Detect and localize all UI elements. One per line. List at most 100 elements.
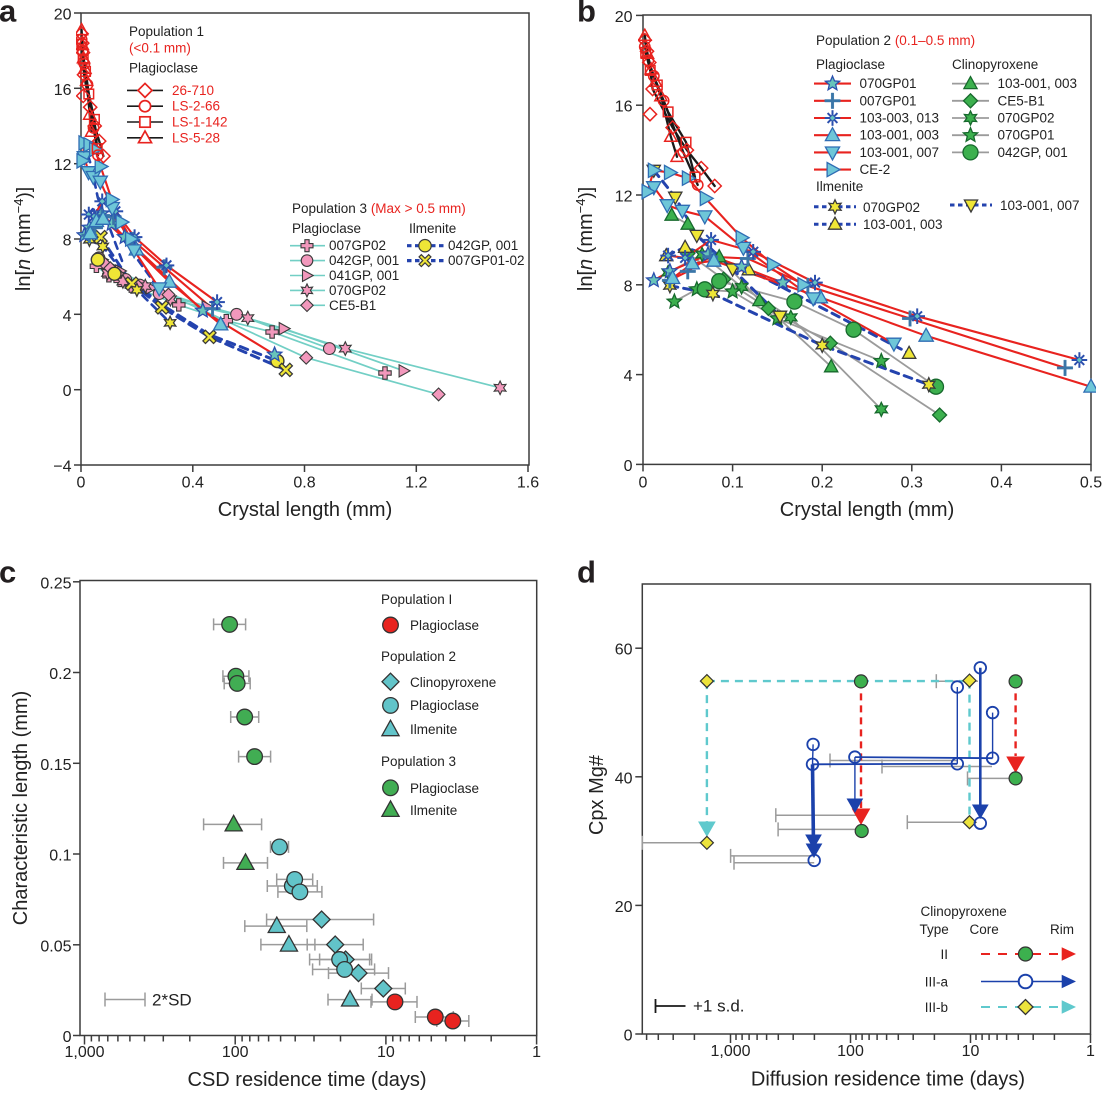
svg-text:LS-5-28: LS-5-28 (172, 130, 220, 145)
svg-text:LS-2-66: LS-2-66 (172, 99, 220, 114)
svg-text:10: 10 (377, 1044, 395, 1061)
svg-text:Ilmenite: Ilmenite (410, 722, 457, 737)
svg-text:c: c (0, 555, 16, 590)
svg-text:60: 60 (615, 642, 633, 659)
svg-text:Clinopyroxene: Clinopyroxene (410, 675, 496, 690)
svg-text:007GP01: 007GP01 (860, 93, 917, 108)
svg-text:0.05: 0.05 (40, 938, 71, 955)
svg-text:0.1: 0.1 (49, 848, 71, 865)
svg-text:103-001, 003: 103-001, 003 (863, 217, 943, 232)
svg-text:26-710: 26-710 (172, 83, 214, 98)
svg-text:Plagioclase: Plagioclase (816, 57, 885, 72)
svg-text:8: 8 (624, 278, 633, 295)
svg-text:a: a (0, 0, 17, 29)
svg-text:4: 4 (624, 368, 633, 385)
svg-text:CE5-B1: CE5-B1 (998, 93, 1045, 108)
svg-text:Population I: Population I (381, 592, 452, 607)
svg-text:12: 12 (615, 189, 633, 206)
svg-text:070GP02: 070GP02 (998, 111, 1055, 126)
svg-text:−4: −4 (53, 459, 71, 476)
svg-text:Cpx Mg#: Cpx Mg# (586, 754, 608, 835)
svg-text:Population 3: Population 3 (381, 754, 456, 769)
svg-text:042GP, 001: 042GP, 001 (448, 238, 518, 253)
svg-text:1.2: 1.2 (405, 475, 427, 492)
svg-text:Plagioclase: Plagioclase (410, 618, 479, 633)
svg-text:0: 0 (639, 475, 648, 492)
svg-text:Clinopyroxene: Clinopyroxene (952, 57, 1038, 72)
svg-text:0.15: 0.15 (40, 757, 71, 774)
svg-text:0.5: 0.5 (1080, 475, 1102, 492)
svg-text:0.4: 0.4 (990, 475, 1012, 492)
svg-text:103-003, 013: 103-003, 013 (860, 111, 940, 126)
svg-text:Plagioclase: Plagioclase (410, 698, 479, 713)
svg-text:III-b: III-b (925, 1000, 948, 1015)
svg-text:Plagioclase: Plagioclase (129, 61, 198, 76)
svg-text:103-001, 003: 103-001, 003 (860, 128, 940, 143)
svg-text:0.8: 0.8 (293, 475, 315, 492)
svg-text:070GP01: 070GP01 (998, 128, 1055, 143)
svg-text:Ilmenite: Ilmenite (409, 221, 456, 236)
svg-text:(<0.1 mm): (<0.1 mm) (129, 41, 191, 56)
svg-text:Core: Core (970, 922, 999, 937)
svg-text:070GP01: 070GP01 (860, 76, 917, 91)
svg-text:II: II (940, 947, 948, 962)
svg-text:Ilmenite: Ilmenite (410, 803, 457, 818)
svg-text:Plagioclase: Plagioclase (292, 221, 361, 236)
svg-text:Population 3 (Max > 0.5 mm): Population 3 (Max > 0.5 mm) (292, 201, 466, 216)
svg-text:0.2: 0.2 (811, 475, 833, 492)
svg-text:Type: Type (920, 922, 949, 937)
svg-text:CE5-B1: CE5-B1 (329, 298, 376, 313)
svg-text:Crystal length (mm): Crystal length (mm) (218, 499, 392, 521)
svg-text:070GP02: 070GP02 (863, 200, 920, 215)
svg-text:1,000: 1,000 (64, 1044, 104, 1061)
svg-text:1: 1 (1086, 1043, 1095, 1060)
svg-text:1: 1 (532, 1044, 541, 1061)
svg-text:100: 100 (222, 1044, 249, 1061)
svg-text:Population 2: Population 2 (381, 649, 456, 664)
svg-text:40: 40 (615, 770, 633, 787)
svg-text:Ilmenite: Ilmenite (816, 179, 863, 194)
svg-text:0: 0 (624, 1028, 633, 1045)
svg-text:b: b (577, 0, 596, 29)
svg-text:4: 4 (63, 308, 72, 325)
svg-text:041GP, 001: 041GP, 001 (329, 268, 399, 283)
svg-text:100: 100 (837, 1043, 864, 1060)
svg-text:1,000: 1,000 (710, 1043, 750, 1060)
svg-text:10: 10 (962, 1043, 980, 1060)
svg-text:0.25: 0.25 (40, 575, 71, 592)
svg-text:Characteristic length (mm): Characteristic length (mm) (10, 691, 32, 926)
svg-text:0.1: 0.1 (721, 475, 743, 492)
svg-text:8: 8 (63, 233, 72, 250)
svg-text:070GP02: 070GP02 (329, 283, 386, 298)
svg-text:103-001, 007: 103-001, 007 (860, 145, 940, 160)
svg-text:1.6: 1.6 (517, 475, 539, 492)
svg-text:20: 20 (615, 899, 633, 916)
svg-text:ln[n (mm−4)]: ln[n (mm−4)] (11, 187, 35, 291)
svg-text:+1 s.d.: +1 s.d. (693, 997, 745, 1016)
svg-text:Population 1: Population 1 (129, 24, 204, 39)
svg-text:007GP02: 007GP02 (329, 238, 386, 253)
svg-text:0: 0 (77, 475, 86, 492)
svg-text:Plagioclase: Plagioclase (410, 781, 479, 796)
svg-text:0.3: 0.3 (901, 475, 923, 492)
svg-text:CE-2: CE-2 (860, 162, 891, 177)
svg-text:16: 16 (54, 82, 72, 99)
svg-text:Crystal length (mm): Crystal length (mm) (780, 499, 954, 521)
svg-text:Diffusion residence time (days: Diffusion residence time (days) (751, 1069, 1025, 1091)
svg-text:103-001, 007: 103-001, 007 (1000, 198, 1080, 213)
svg-text:103-001, 003: 103-001, 003 (998, 76, 1078, 91)
svg-text:12: 12 (54, 157, 72, 174)
svg-text:0.2: 0.2 (49, 666, 71, 683)
svg-text:042GP, 001: 042GP, 001 (998, 145, 1068, 160)
svg-text:16: 16 (615, 99, 633, 116)
svg-text:d: d (577, 555, 596, 590)
svg-text:0.4: 0.4 (182, 475, 204, 492)
svg-text:III-a: III-a (925, 975, 949, 990)
svg-text:Rim: Rim (1050, 922, 1074, 937)
svg-text:20: 20 (615, 9, 633, 26)
svg-text:CSD residence time (days): CSD residence time (days) (188, 1069, 427, 1091)
svg-text:20: 20 (54, 7, 72, 24)
svg-text:2*SD: 2*SD (152, 991, 192, 1010)
svg-text:042GP, 001: 042GP, 001 (329, 253, 399, 268)
svg-text:007GP01-02: 007GP01-02 (448, 253, 525, 268)
